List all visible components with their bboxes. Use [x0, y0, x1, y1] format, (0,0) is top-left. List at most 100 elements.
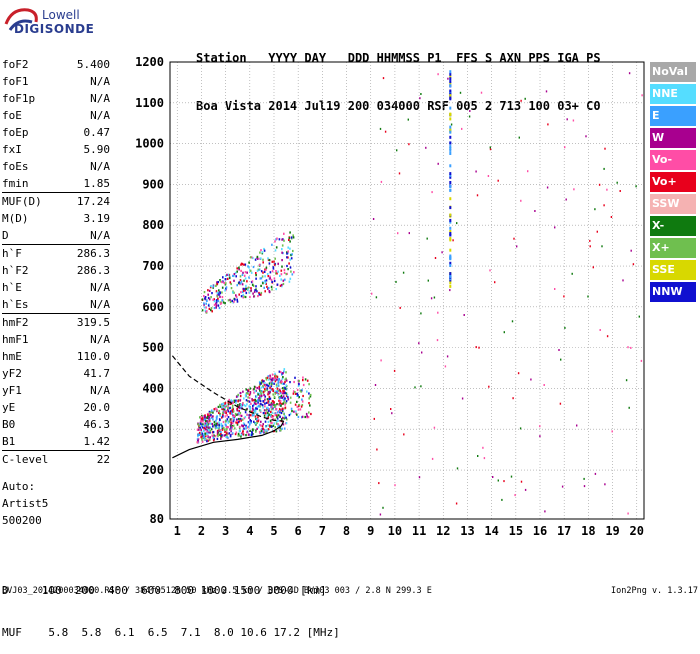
- echo-point: [203, 436, 205, 439]
- echo-point: [200, 420, 202, 423]
- param-key: hmF1: [2, 333, 29, 346]
- echo-point: [249, 391, 252, 394]
- echo-point: [220, 435, 222, 438]
- echo-point: [205, 311, 208, 314]
- echo-point: [284, 391, 286, 394]
- echo-point: [223, 410, 226, 413]
- noise-point: [610, 216, 613, 218]
- echo-point: [301, 404, 304, 407]
- echo-point: [271, 280, 273, 283]
- echo-point: [287, 398, 290, 401]
- echo-point: [236, 422, 239, 425]
- echo-point: [236, 423, 239, 426]
- noise-point: [418, 342, 420, 345]
- noise-point: [437, 311, 439, 314]
- echo-point: [264, 275, 266, 278]
- echo-point: [263, 409, 266, 412]
- echo-point: [235, 294, 237, 297]
- echo-point: [211, 422, 213, 426]
- noise-point: [603, 167, 605, 170]
- echo-point: [217, 281, 219, 284]
- echo-point: [270, 278, 273, 281]
- echo-point: [297, 384, 300, 387]
- file-info: BVJ03_2014200034000.RSF / 384fx512h 50 k…: [2, 586, 432, 596]
- echo-point: [212, 436, 215, 439]
- noise-point: [630, 249, 632, 252]
- echo-point: [260, 381, 263, 384]
- param-key: h`Es: [2, 298, 29, 311]
- echo-point: [219, 413, 222, 416]
- echo-point: [289, 277, 292, 280]
- echo-point: [240, 418, 243, 421]
- noise-point: [518, 136, 520, 139]
- echo-point: [240, 414, 243, 417]
- echo-point: [258, 380, 261, 384]
- streak-point: [449, 185, 452, 188]
- echo-point: [234, 298, 236, 301]
- param-value: N/A: [90, 281, 110, 294]
- streak-point: [449, 226, 452, 230]
- echo-point: [281, 244, 284, 247]
- echo-point: [223, 426, 225, 429]
- echo-point: [251, 398, 253, 401]
- streak-point: [449, 188, 452, 192]
- echo-point: [210, 410, 213, 413]
- echo-point: [297, 394, 299, 397]
- noise-point: [573, 188, 575, 191]
- echo-point: [269, 386, 271, 389]
- echo-point: [212, 411, 214, 414]
- echo-point: [215, 424, 217, 427]
- echo-point: [216, 291, 219, 294]
- noise-point: [403, 433, 405, 436]
- echo-point: [252, 408, 254, 411]
- echo-point: [248, 416, 250, 419]
- plot-frame: [169, 61, 645, 520]
- logo-line2: DIGISONDE: [14, 22, 95, 36]
- echo-point: [245, 395, 247, 398]
- param-key: foF2: [2, 58, 29, 71]
- echo-point: [285, 384, 287, 387]
- echo-point: [221, 425, 223, 428]
- echo-point: [246, 280, 248, 283]
- echo-point: [271, 411, 274, 414]
- x-tick-label: 8: [343, 524, 350, 538]
- echo-point: [230, 419, 232, 422]
- echo-point: [308, 397, 310, 400]
- echo-point: [212, 286, 214, 289]
- legend-item: NNW: [650, 282, 696, 302]
- streak-point: [449, 141, 452, 145]
- noise-point: [376, 448, 378, 451]
- param-row: fmin 1.85: [2, 175, 110, 192]
- echo-point: [239, 418, 242, 421]
- echo-point: [203, 291, 206, 294]
- x-tick-label: 4: [246, 524, 253, 538]
- echo-point: [240, 263, 242, 266]
- echo-point: [221, 286, 224, 289]
- echo-point: [281, 427, 283, 430]
- echo-point: [218, 424, 220, 427]
- noise-point: [619, 190, 621, 192]
- noise-point: [478, 346, 480, 349]
- echo-point: [202, 420, 204, 423]
- echo-point: [270, 425, 273, 428]
- echo-point: [302, 383, 305, 387]
- echo-point: [282, 407, 284, 410]
- x-tick-label: 1: [174, 524, 181, 538]
- echo-point: [253, 410, 256, 413]
- echo-point: [251, 283, 254, 286]
- echo-point: [200, 434, 202, 437]
- noise-point: [543, 384, 545, 386]
- noise-point: [635, 185, 637, 188]
- echo-point: [230, 429, 232, 432]
- echo-point: [222, 420, 225, 424]
- echo-point: [244, 271, 247, 274]
- noise-point: [601, 245, 603, 248]
- echo-point: [278, 399, 280, 402]
- echo-point: [206, 432, 209, 435]
- noise-point: [483, 457, 486, 460]
- logo-swirl-icon: [4, 8, 38, 31]
- echo-point: [271, 288, 273, 291]
- echo-point: [292, 390, 295, 393]
- noise-point: [418, 476, 421, 479]
- echo-point: [258, 404, 260, 407]
